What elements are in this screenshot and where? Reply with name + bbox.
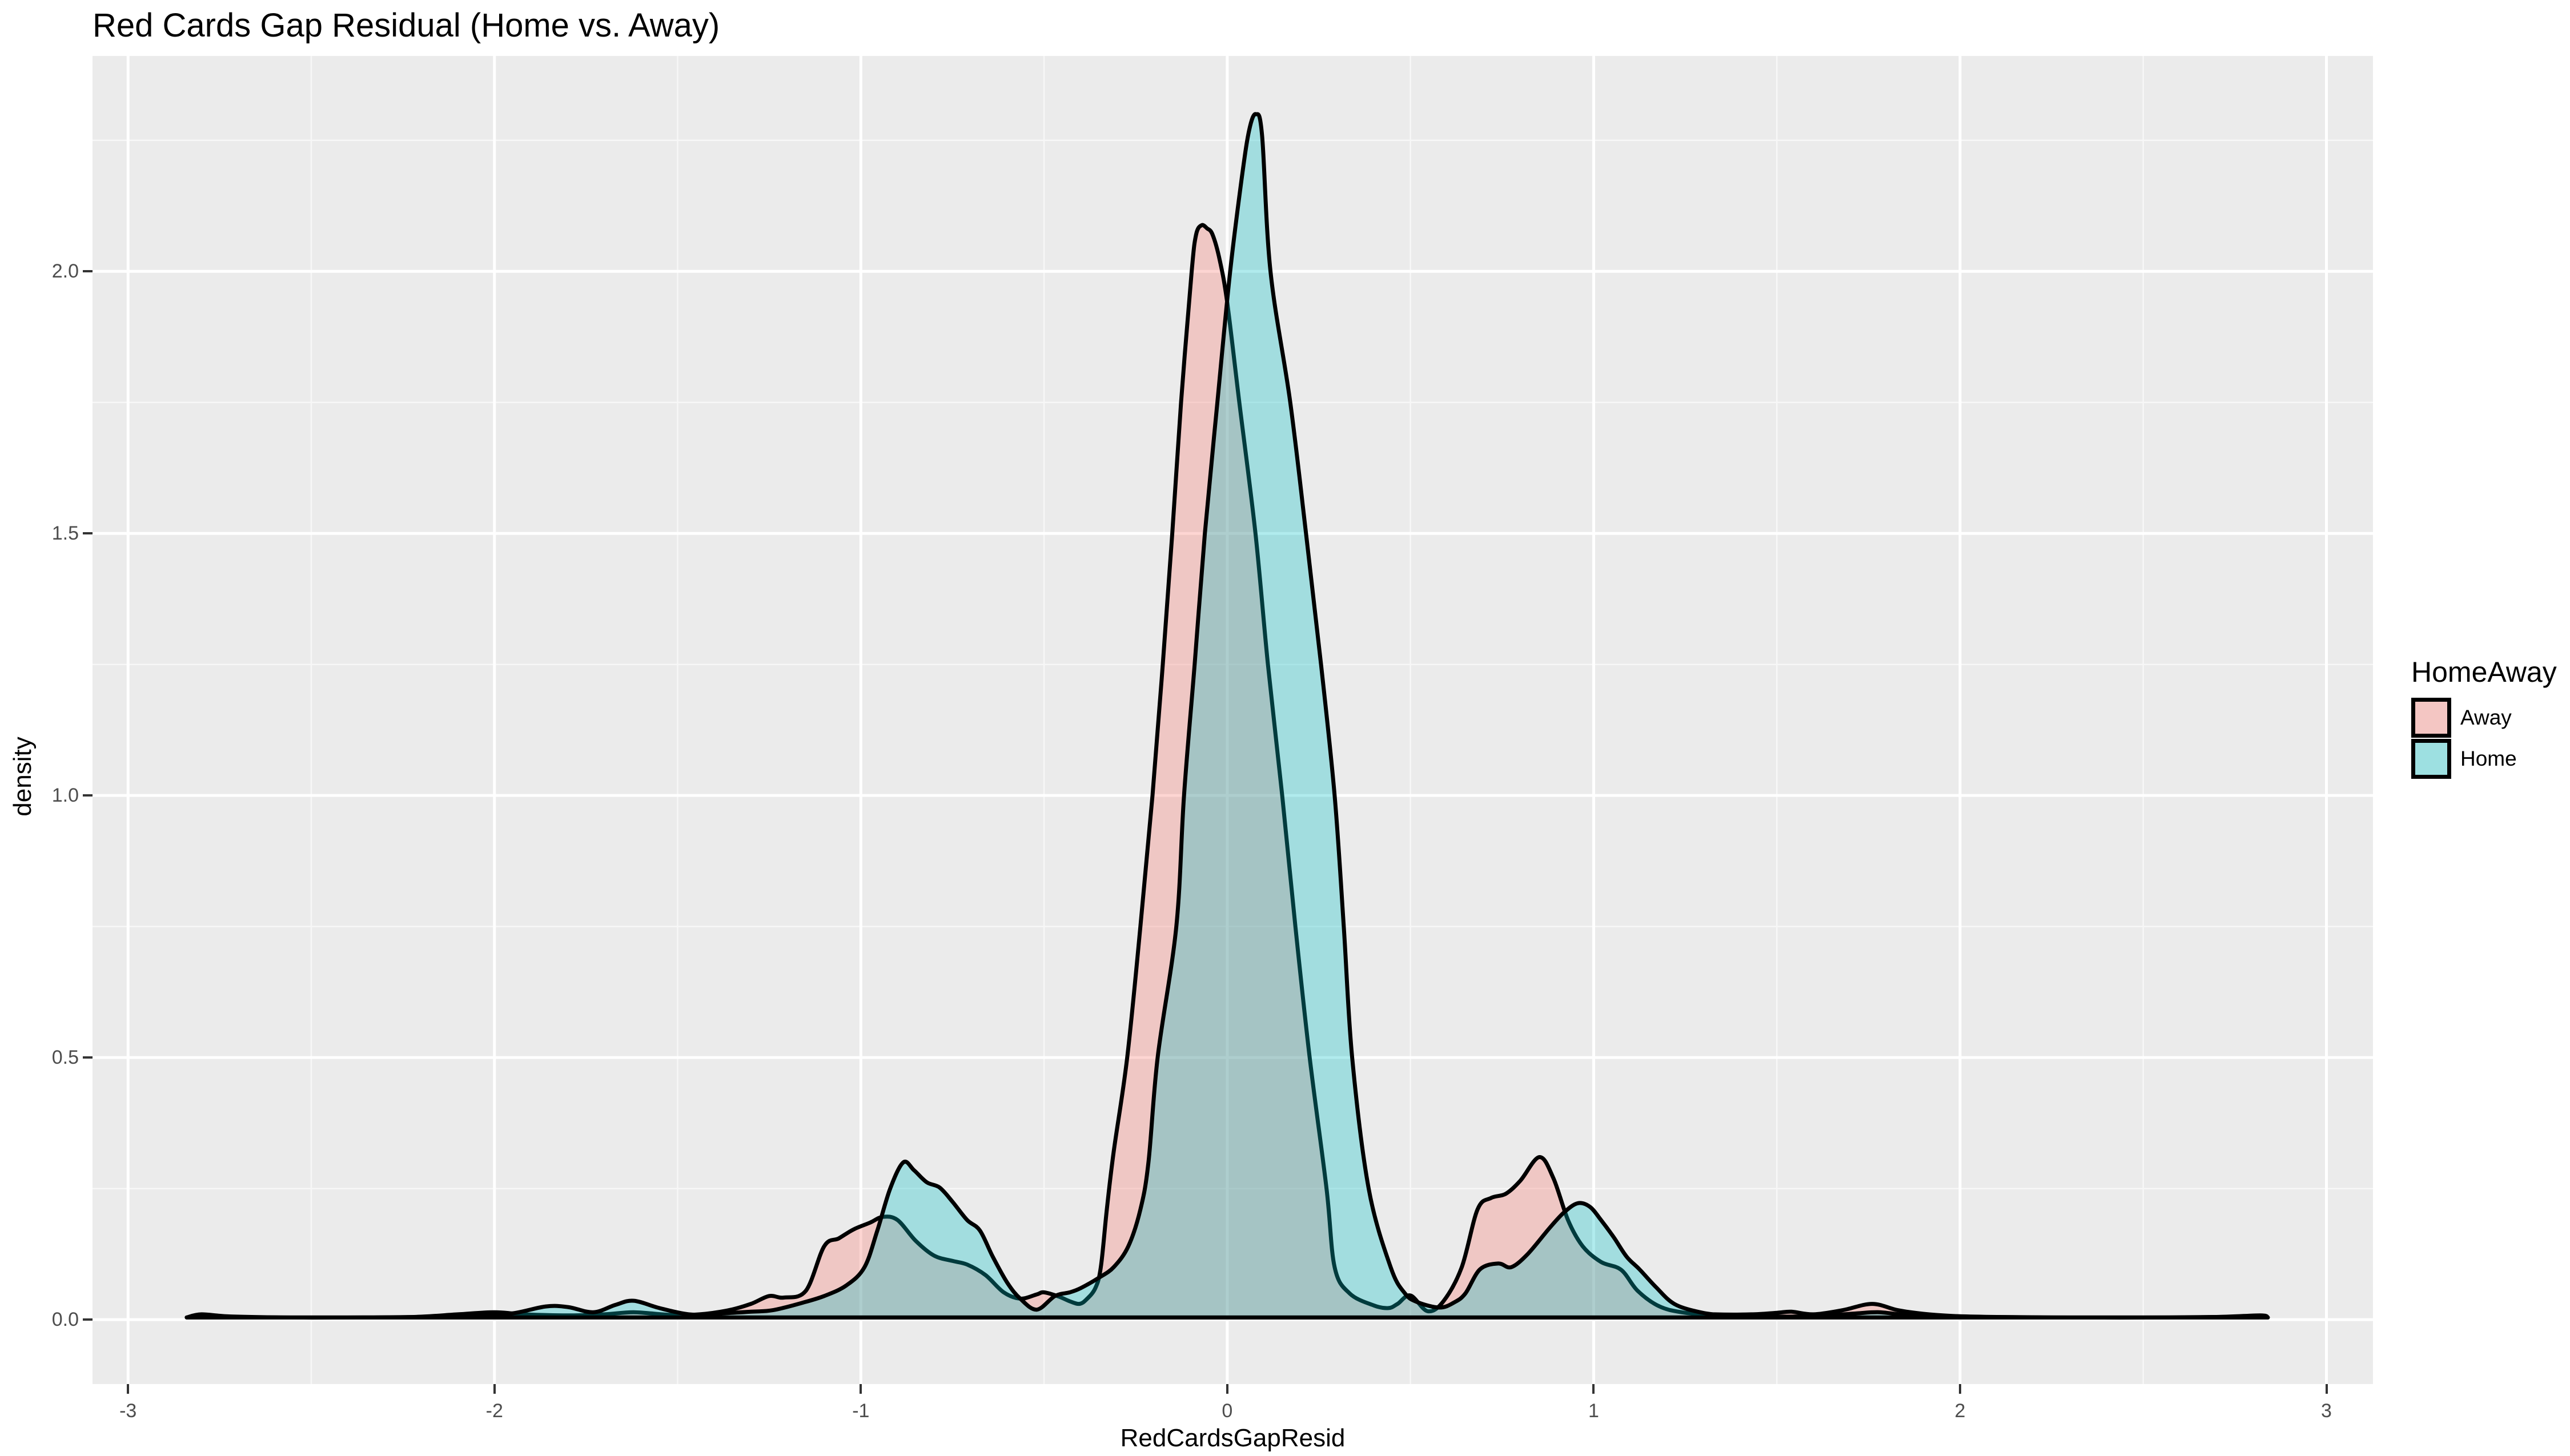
y-axis-title-text: density <box>9 737 37 817</box>
legend-title: HomeAway <box>2411 656 2557 688</box>
x-tick-label: -2 <box>485 1400 503 1422</box>
x-tick-mark <box>2325 1384 2328 1394</box>
plot-panel <box>93 56 2373 1384</box>
y-tick-label: 2.0 <box>51 260 79 283</box>
legend-swatch-home-fill <box>2415 743 2447 775</box>
y-tick-mark <box>83 1318 93 1321</box>
legend-item-home: Home <box>2411 739 2557 779</box>
x-axis-title: RedCardsGapResid <box>1120 1424 1346 1452</box>
x-tick-label: -3 <box>119 1400 137 1422</box>
x-tick-mark <box>860 1384 862 1394</box>
y-tick-mark <box>83 1056 93 1059</box>
y-tick-label: 0.0 <box>51 1309 79 1331</box>
legend-label-home: Home <box>2460 747 2517 770</box>
legend: HomeAway Away Home <box>2411 655 2557 780</box>
x-tick-mark <box>493 1384 496 1394</box>
legend-swatch-away <box>2411 698 2451 738</box>
x-tick-label: 3 <box>2321 1400 2332 1422</box>
x-tick-label: 2 <box>1954 1400 1966 1422</box>
y-tick-mark <box>83 270 93 273</box>
density-chart-svg <box>93 56 2373 1384</box>
density-curve-away <box>184 223 2270 1320</box>
y-tick-label: 1.5 <box>51 522 79 545</box>
x-tick-label: 0 <box>1222 1400 1233 1422</box>
y-tick-mark <box>83 794 93 797</box>
gridlines-minor <box>93 56 2373 1384</box>
legend-swatch-home <box>2411 739 2451 779</box>
plot-title: Red Cards Gap Residual (Home vs. Away) <box>93 7 720 44</box>
x-tick-mark <box>127 1384 130 1394</box>
gridlines-major <box>93 56 2373 1384</box>
panel-background <box>93 56 2373 1384</box>
x-tick-label: -1 <box>852 1400 870 1422</box>
legend-item-away: Away <box>2411 698 2557 738</box>
x-tick-mark <box>1958 1384 1961 1394</box>
legend-label-away: Away <box>2460 706 2512 729</box>
y-tick-mark <box>83 532 93 535</box>
y-tick-label: 1.0 <box>51 785 79 807</box>
x-tick-mark <box>1592 1384 1595 1394</box>
density-curve-home <box>184 112 2270 1320</box>
x-tick-label: 1 <box>1588 1400 1599 1422</box>
legend-swatch-away-fill <box>2415 702 2447 734</box>
x-tick-mark <box>1226 1384 1228 1394</box>
y-tick-label: 0.5 <box>51 1047 79 1069</box>
